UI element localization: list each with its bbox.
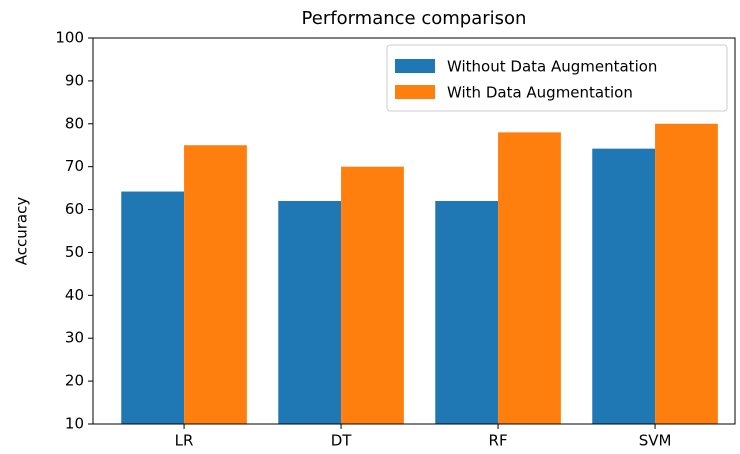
chart-title: Performance comparison — [302, 8, 527, 29]
bar — [498, 132, 561, 424]
x-tick-label: SVM — [639, 432, 672, 450]
legend-label: With Data Augmentation — [447, 84, 633, 102]
legend-swatch — [395, 85, 435, 99]
bar — [655, 123, 718, 425]
x-tick-label: DT — [331, 432, 353, 450]
y-tick-label: 30 — [65, 329, 84, 347]
x-tick-label: LR — [175, 432, 194, 450]
y-tick-label: 60 — [65, 200, 84, 218]
y-tick-label: 100 — [55, 29, 84, 47]
legend-label: Without Data Augmentation — [447, 58, 657, 76]
legend-box — [386, 44, 728, 112]
y-tick-label: 50 — [65, 243, 84, 261]
plot-frame — [92, 37, 736, 425]
y-tick-label: 90 — [65, 71, 84, 89]
bar — [278, 200, 342, 424]
y-tick-label: 40 — [65, 286, 84, 304]
y-axis-label: Accuracy — [13, 197, 31, 266]
y-tick-label: 10 — [65, 415, 84, 433]
bar — [592, 148, 656, 425]
bar — [184, 145, 247, 424]
y-tick-label: 80 — [65, 114, 84, 132]
y-tick-label: 20 — [65, 372, 84, 390]
bar — [435, 200, 499, 424]
x-tick-label: RF — [489, 432, 508, 450]
bar — [341, 166, 404, 424]
bar — [121, 191, 185, 424]
legend-swatch — [395, 59, 435, 73]
y-tick-label: 70 — [65, 157, 84, 175]
